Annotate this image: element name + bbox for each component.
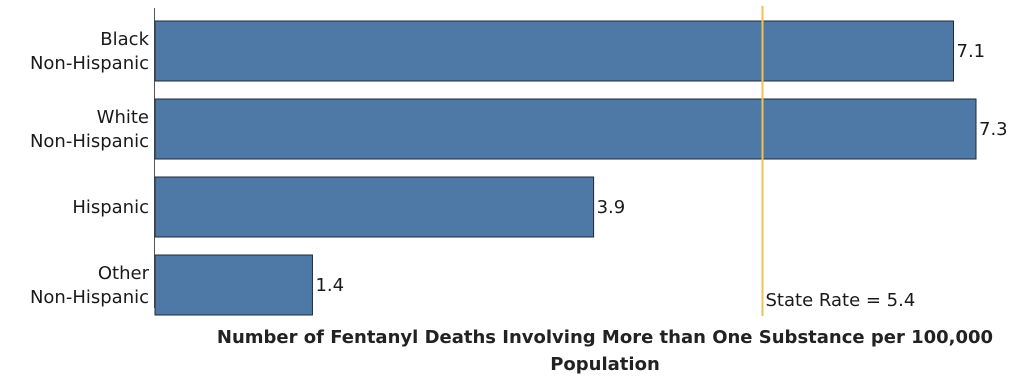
value-label-black-non-hispanic: 7.1 — [957, 41, 986, 62]
category-label-other-non-hispanic: Other Non-Hispanic — [30, 263, 150, 308]
x-axis-title: Number of Fentanyl Deaths Involving More… — [216, 327, 994, 375]
bar-white-non-hispanic — [154, 98, 977, 160]
state-rate-label: State Rate = 5.4 — [766, 290, 916, 311]
category-label-white-non-hispanic: White Non-Hispanic — [30, 107, 149, 152]
bar-black-non-hispanic — [154, 20, 955, 82]
category-label-hispanic: Hispanic — [72, 197, 149, 218]
value-label-other-non-hispanic: 1.4 — [315, 275, 344, 296]
category-label-black-non-hispanic: Black Non-Hispanic — [30, 29, 150, 74]
bar-hispanic — [154, 176, 595, 238]
bar-other-non-hispanic — [154, 254, 313, 316]
bar-chart: 7.1 Black Non-Hispanic 7.3 White Non-Hispanic… — [30, 6, 1008, 316]
value-label-hispanic: 3.9 — [597, 197, 626, 218]
value-label-white-non-hispanic: 7.3 — [979, 119, 1008, 140]
